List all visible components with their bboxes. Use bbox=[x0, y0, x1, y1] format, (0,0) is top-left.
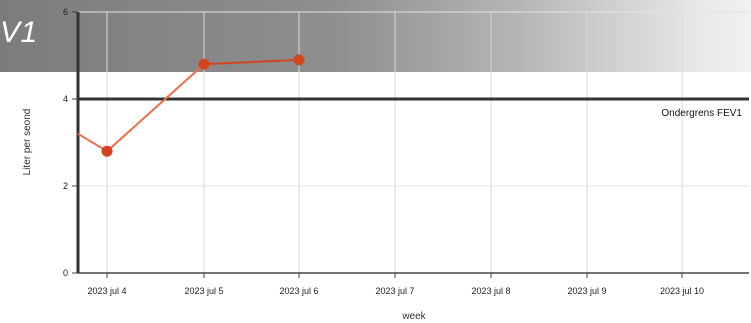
y-axis-title: Liter per seond bbox=[22, 109, 33, 176]
data-point bbox=[293, 54, 305, 66]
y-tick-label: 2 bbox=[63, 181, 68, 191]
x-tick-label: 2023 jul 8 bbox=[471, 286, 510, 296]
series-segment bbox=[106, 63, 205, 152]
y-tick-label: 4 bbox=[63, 94, 68, 104]
x-tick-label: 2023 jul 6 bbox=[279, 286, 318, 296]
grid-lines bbox=[78, 11, 749, 273]
data-point bbox=[198, 58, 210, 70]
axes bbox=[72, 11, 749, 278]
y-tick-label: 6 bbox=[63, 7, 68, 17]
y-tick-label: 0 bbox=[63, 268, 68, 278]
series-segment bbox=[203, 58, 300, 66]
series-lead-in bbox=[77, 132, 108, 153]
series-group bbox=[77, 54, 305, 157]
x-tick-label: 2023 jul 4 bbox=[87, 286, 126, 296]
data-point bbox=[101, 145, 113, 157]
x-tick-label: 2023 jul 10 bbox=[660, 286, 704, 296]
x-tick-label: 2023 jul 9 bbox=[567, 286, 606, 296]
x-tick-label: 2023 jul 7 bbox=[375, 286, 414, 296]
x-tick-label: 2023 jul 5 bbox=[184, 286, 223, 296]
x-axis-title: week bbox=[401, 311, 426, 322]
chart-title: V1 bbox=[0, 16, 38, 49]
tick-labels: 0 2 4 6 2023 jul 4 2023 jul 5 2023 jul 6 2023 j… bbox=[63, 7, 704, 296]
reference-line-label: Ondergrens FEV1 bbox=[661, 108, 742, 119]
